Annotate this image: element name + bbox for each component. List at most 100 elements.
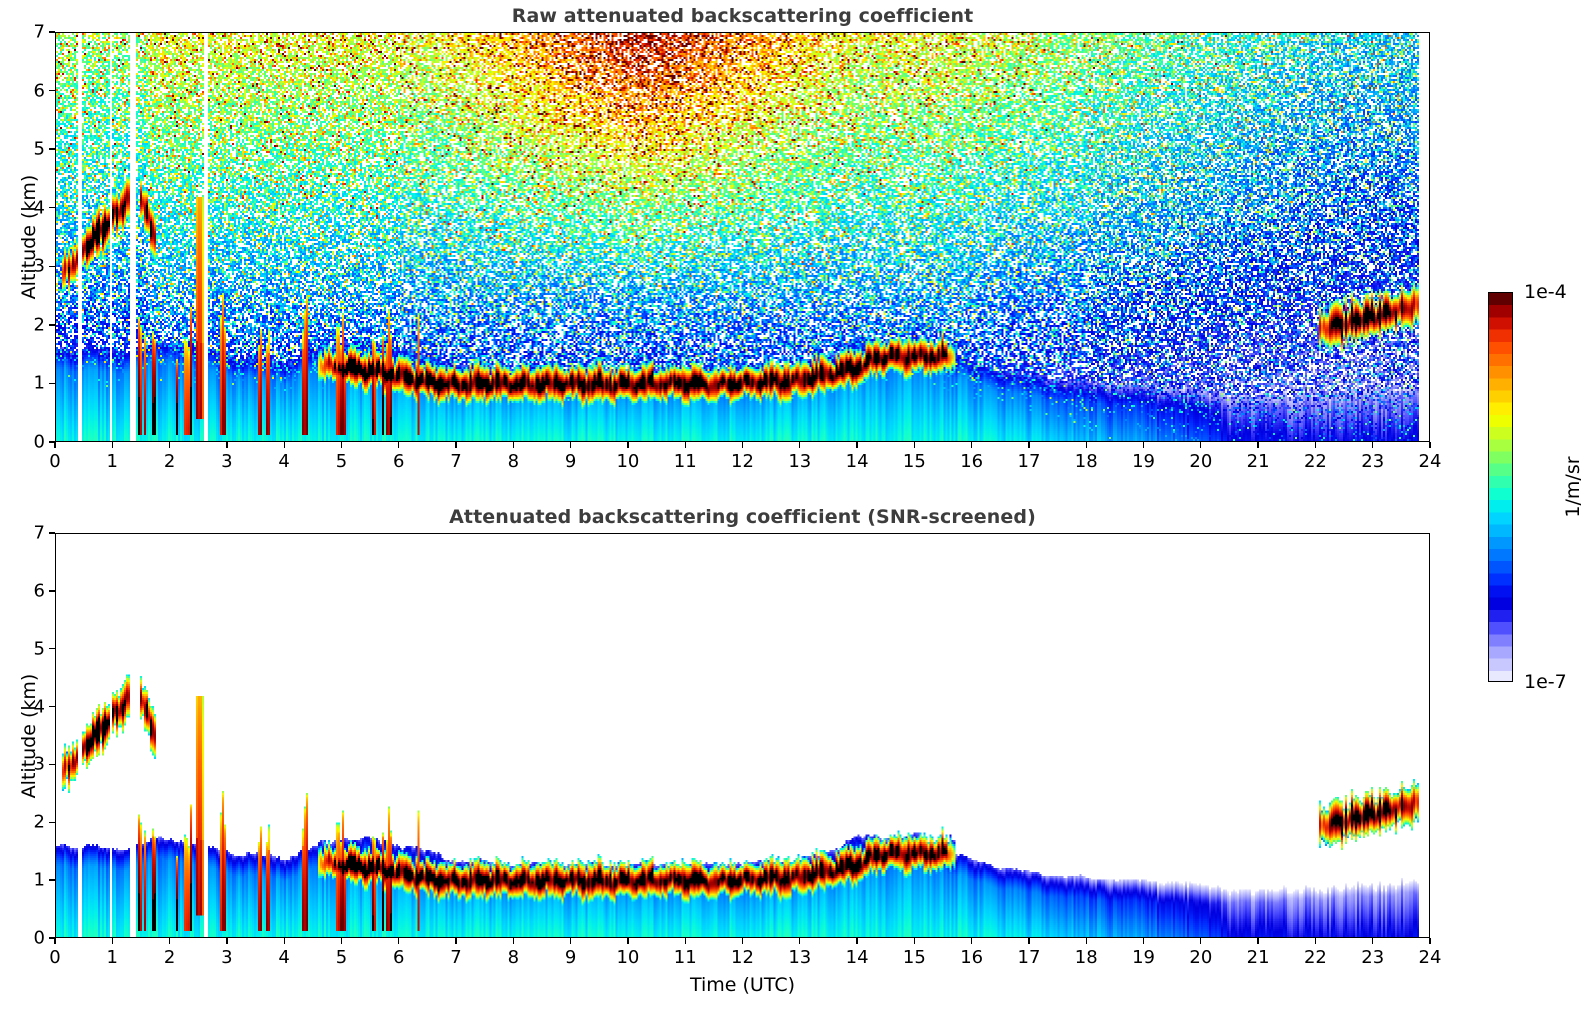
x-axis-tick-label: 19 [1132,451,1155,472]
x-axis-tick [741,442,744,448]
x-axis-tick-label: 4 [278,451,290,472]
y-axis-tick-label: 3 [33,753,45,775]
x-axis-tick-label: 9 [564,451,577,472]
x-axis-tick [226,442,228,448]
colorbar-max-label: 1e-4 [1524,281,1567,303]
x-axis-tick [226,938,228,944]
y-axis-tick [49,763,55,766]
x-axis-tick [856,938,858,944]
x-axis-tick-label: 24 [1418,451,1442,472]
panel-screened-x-axis-label: Time (UTC) [689,974,796,996]
x-axis-tick-label: 24 [1418,947,1442,968]
x-axis-tick [1028,938,1030,944]
y-axis-tick-label: 5 [33,138,45,160]
x-axis-tick [1085,938,1087,944]
y-axis-tick [49,207,55,209]
x-axis-tick [799,442,801,448]
colorbar-min-label: 1e-7 [1524,671,1567,693]
x-axis-tick-label: 0 [49,451,61,472]
y-axis-tick-label: 2 [33,811,45,833]
x-axis-tick-label: 5 [335,451,348,472]
y-axis-tick-label: 6 [33,580,45,602]
y-axis-tick [49,324,55,326]
y-axis-tick [49,265,55,267]
colorbar-unit-label: 1/m/sr [1562,456,1584,518]
x-axis-tick [627,938,629,944]
x-axis-tick-label: 21 [1246,947,1270,968]
x-axis-tick-label: 13 [788,451,812,472]
x-axis-tick [1200,442,1202,448]
x-axis-tick-label: 8 [507,451,520,472]
x-axis-tick [684,938,686,944]
x-axis-tick-label: 23 [1361,947,1385,968]
x-axis-tick [971,938,973,944]
panel-raw-heatmap-canvas [56,33,1429,441]
x-axis-tick [1085,442,1087,448]
x-axis-tick [1142,442,1145,448]
y-axis-tick [49,89,55,92]
x-axis-tick [398,442,400,448]
x-axis-tick-label: 11 [673,947,697,968]
y-axis-tick-label: 3 [33,255,45,277]
x-axis-tick [1200,938,1202,944]
x-axis-tick [512,938,514,944]
x-axis-tick [111,442,113,448]
y-axis-tick-label: 1 [33,372,45,394]
x-axis-tick-label: 20 [1189,451,1213,472]
y-axis-tick [49,532,55,534]
x-axis-tick [741,938,744,944]
x-axis-tick-label: 3 [221,947,233,968]
y-axis-tick [49,879,55,881]
x-axis-tick-label: 1 [106,451,119,472]
x-axis-tick-label: 13 [788,947,812,968]
x-axis-tick-label: 2 [163,451,176,472]
x-axis-tick [856,442,858,448]
x-axis-tick-label: 23 [1361,451,1385,472]
y-axis-tick-label: 0 [33,431,45,453]
x-axis-tick-label: 17 [1017,947,1041,968]
x-axis-tick-label: 12 [731,451,754,472]
x-axis-tick-label: 14 [845,947,869,968]
x-axis-tick-label: 18 [1074,451,1098,472]
x-axis-tick [627,442,629,448]
x-axis-tick-label: 5 [335,947,348,968]
x-axis-tick [1257,442,1259,448]
x-axis-tick [1142,938,1145,944]
panel-screened-plot-area [55,533,1430,938]
x-axis-tick-label: 19 [1132,947,1155,968]
x-axis-tick [283,938,285,944]
x-axis-tick-label: 11 [673,451,697,472]
x-axis-tick [1028,442,1030,448]
x-axis-tick-label: 21 [1246,451,1270,472]
y-axis-tick-label: 1 [33,869,45,891]
y-axis-tick-label: 5 [33,638,45,660]
x-axis-tick [684,442,686,448]
x-axis-tick-label: 7 [450,947,462,968]
y-axis-tick-label: 7 [33,522,45,544]
y-axis-tick-label: 7 [33,21,45,43]
y-axis-tick-label: 6 [33,80,45,102]
x-axis-tick-label: 16 [960,451,984,472]
x-axis-tick [398,938,400,944]
x-axis-tick-label: 8 [507,947,520,968]
x-axis-tick [1429,442,1431,448]
x-axis-tick-label: 4 [278,947,290,968]
x-axis-tick-label: 9 [564,947,577,968]
x-axis-tick-label: 2 [163,947,176,968]
y-axis-tick-label: 4 [33,696,45,718]
panel-screened-title: Attenuated backscattering coefficient (S… [449,506,1036,528]
x-axis-tick [1314,442,1317,448]
x-axis-tick [1372,442,1374,448]
y-axis-tick [49,705,55,708]
x-axis-tick [913,442,916,448]
panel-screened-heatmap-canvas [56,534,1429,937]
y-axis-tick [49,648,55,650]
colorbar-gradient [1488,292,1513,682]
x-axis-tick [455,442,457,448]
x-axis-tick-label: 6 [393,451,405,472]
x-axis-tick-label: 20 [1189,947,1213,968]
